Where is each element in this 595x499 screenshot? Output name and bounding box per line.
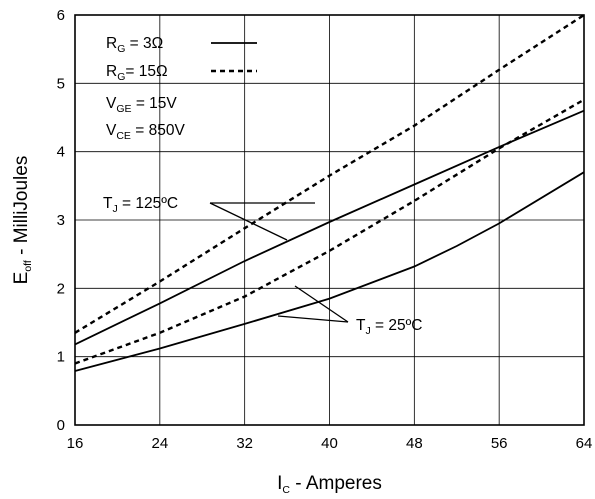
series-group xyxy=(74,13,585,372)
leader-line xyxy=(277,315,349,323)
x-tick-label: 32 xyxy=(236,435,253,452)
condition-label: VCE = 850V xyxy=(106,122,185,142)
series-line xyxy=(74,13,585,334)
x-axis-title: IC - Amperes xyxy=(277,473,382,496)
x-tick-label: 48 xyxy=(406,435,423,452)
x-tick-label: 56 xyxy=(491,435,508,452)
y-tick-label: 5 xyxy=(57,75,65,92)
annotations: TJ = 125ºC TJ = 25ºC xyxy=(103,195,422,337)
y-tick-label: 0 xyxy=(57,417,65,434)
condition-label: VGE = 15V xyxy=(106,95,177,115)
grid xyxy=(75,15,584,425)
axis-titles: IC - Amperes Eoff - MilliJoules xyxy=(11,156,382,496)
series-line xyxy=(74,171,585,372)
y-tick-label: 4 xyxy=(57,144,65,161)
series-line xyxy=(74,109,585,346)
y-tick-label: 3 xyxy=(57,212,65,229)
x-tick-label: 64 xyxy=(576,435,593,452)
legend: RG = 3Ω RG= 15Ω VGE = 15V VCE = 850V xyxy=(106,35,257,142)
leader-line xyxy=(294,285,349,323)
x-tick-label: 24 xyxy=(151,435,168,452)
y-tick-label: 2 xyxy=(57,280,65,297)
annotation-tj25: TJ = 25ºC xyxy=(356,317,422,337)
x-tick-label: 40 xyxy=(321,435,338,452)
annotation-tj125: TJ = 125ºC xyxy=(103,195,178,215)
legend-label: RG = 3Ω xyxy=(106,35,163,55)
series-line xyxy=(74,98,585,365)
x-tick-label: 16 xyxy=(67,435,84,452)
leader-line xyxy=(209,202,288,241)
y-axis-title: Eoff - MilliJoules xyxy=(11,156,34,285)
legend-label: RG= 15Ω xyxy=(106,63,168,83)
plot-frame xyxy=(74,14,585,426)
y-tick-label: 1 xyxy=(57,349,65,366)
y-tick-label: 6 xyxy=(57,7,65,24)
